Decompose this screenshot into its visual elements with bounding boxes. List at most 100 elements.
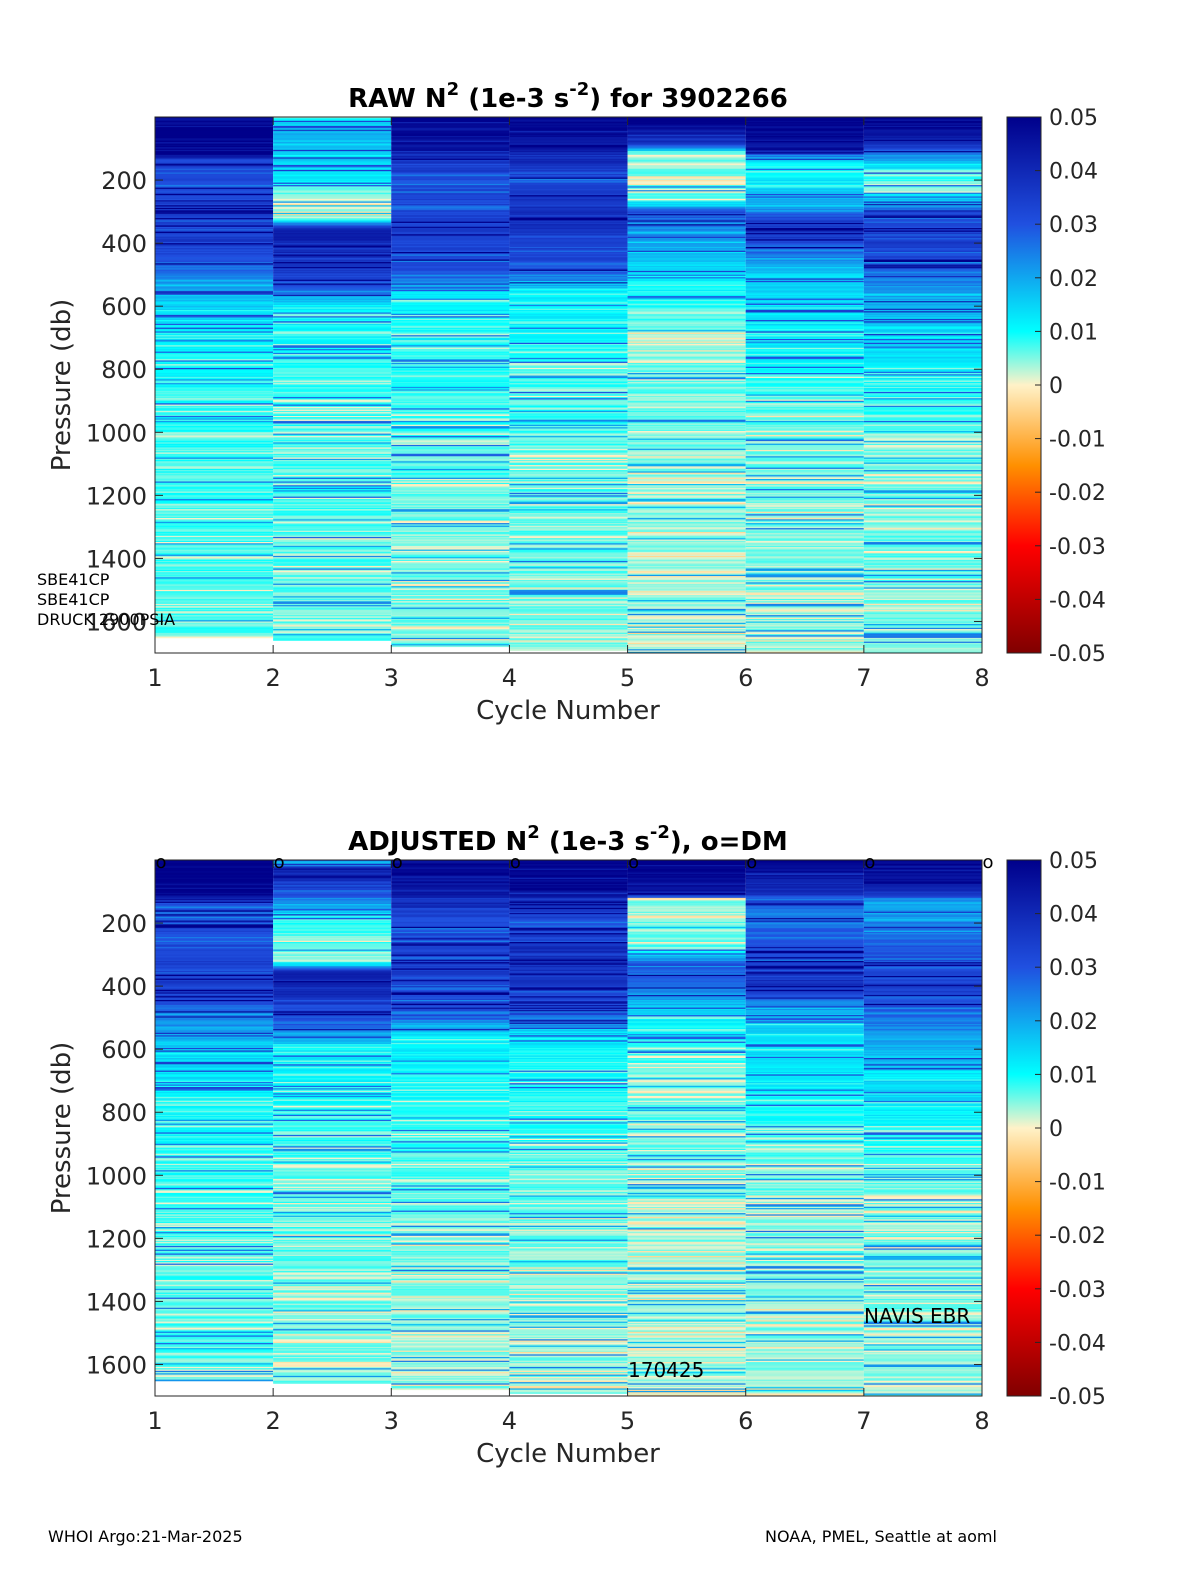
heatmap-cell [391, 1368, 510, 1370]
heatmap-cell [155, 443, 274, 446]
heatmap-cell [155, 317, 274, 320]
heatmap-cell [509, 1021, 628, 1024]
heatmap-cell [155, 1353, 274, 1355]
heatmap-cell [155, 623, 274, 626]
heatmap-cell [627, 1198, 746, 1200]
heatmap-cell [745, 601, 864, 603]
heatmap-cell [863, 316, 982, 318]
heatmap-cell [155, 981, 274, 983]
heatmap-cell [627, 533, 746, 535]
heatmap-cell [509, 1071, 628, 1074]
heatmap-cell [155, 391, 274, 394]
heatmap-cell [627, 977, 746, 979]
heatmap-cell [391, 1199, 510, 1201]
heatmap-cell [273, 1087, 392, 1089]
heatmap-cell [391, 336, 510, 339]
heatmap-cell [745, 272, 864, 274]
heatmap-cell [155, 1359, 274, 1362]
heatmap-cell [391, 1314, 510, 1316]
heatmap-cell [627, 505, 746, 508]
heatmap-cell [509, 216, 628, 219]
heatmap-cell [509, 492, 628, 495]
heatmap-cell [509, 639, 628, 641]
heatmap-cell [863, 502, 982, 505]
heatmap-cell [391, 953, 510, 955]
heatmap-cell [155, 304, 274, 307]
heatmap-cell [391, 1112, 510, 1114]
heatmap-cell [391, 487, 510, 490]
heatmap-cell [863, 142, 982, 144]
heatmap-cell [745, 626, 864, 629]
heatmap-cell [155, 622, 274, 625]
heatmap-cell [391, 1051, 510, 1054]
heatmap-cell [509, 642, 628, 645]
heatmap-cell [745, 424, 864, 427]
heatmap-cell [391, 282, 510, 284]
heatmap-cell [155, 444, 274, 447]
heatmap-cell [391, 367, 510, 370]
heatmap-cell [155, 1098, 274, 1101]
heatmap-cell [745, 289, 864, 292]
heatmap-cell [509, 1276, 628, 1278]
heatmap-cell [391, 248, 510, 250]
heatmap-cell [627, 519, 746, 521]
heatmap-cell [863, 581, 982, 583]
heatmap-cell [509, 1170, 628, 1172]
heatmap-cell [155, 1316, 274, 1319]
heatmap-cell [273, 1225, 392, 1228]
heatmap-cell [509, 1258, 628, 1261]
heatmap-cell [391, 591, 510, 593]
heatmap-cell [391, 1087, 510, 1089]
heatmap-cell [391, 1344, 510, 1346]
heatmap-cell [509, 402, 628, 404]
heatmap-cell [155, 1113, 274, 1116]
heatmap-cell [273, 610, 392, 612]
heatmap-cell [155, 385, 274, 388]
heatmap-cell [273, 1248, 392, 1251]
heatmap-cell [273, 1366, 392, 1369]
heatmap-cell [273, 1364, 392, 1367]
heatmap-cell [745, 650, 864, 653]
heatmap-cell [745, 386, 864, 389]
heatmap-cell [863, 408, 982, 410]
heatmap-cell [509, 505, 628, 508]
heatmap-cell [509, 605, 628, 607]
heatmap-cell [273, 1223, 392, 1225]
heatmap-cell [155, 355, 274, 358]
heatmap-cell [155, 164, 274, 167]
heatmap-cell [391, 451, 510, 453]
heatmap-cell [155, 362, 274, 365]
heatmap-cell [509, 260, 628, 263]
heatmap-cell [273, 924, 392, 926]
heatmap-cell [627, 352, 746, 355]
heatmap-cell [509, 919, 628, 921]
heatmap-cell [745, 321, 864, 323]
heatmap-cell [155, 1261, 274, 1263]
heatmap-cell [509, 1152, 628, 1155]
heatmap-cell [627, 593, 746, 596]
heatmap-cell [627, 981, 746, 983]
heatmap-cell [391, 1348, 510, 1350]
heatmap-cell [391, 1078, 510, 1080]
heatmap-cell [509, 1129, 628, 1132]
heatmap-cell [391, 1317, 510, 1320]
heatmap-cell [509, 627, 628, 630]
heatmap-cell [155, 1198, 274, 1200]
heatmap-cell [745, 429, 864, 432]
heatmap-cell [155, 945, 274, 948]
heatmap-cell [509, 151, 628, 153]
heatmap-cell [273, 555, 392, 558]
heatmap-cell [627, 544, 746, 547]
heatmap-cell [509, 333, 628, 336]
heatmap-cell [155, 1129, 274, 1132]
heatmap-cell [155, 928, 274, 930]
heatmap-cell [391, 1092, 510, 1094]
heatmap-cell [155, 1100, 274, 1103]
heatmap-cell [273, 1071, 392, 1074]
heatmap-cell [509, 1126, 628, 1128]
heatmap-cell [391, 447, 510, 450]
heatmap-cell [627, 872, 746, 875]
heatmap-cell [863, 185, 982, 187]
heatmap-cell [273, 558, 392, 561]
heatmap-cell [391, 422, 510, 424]
